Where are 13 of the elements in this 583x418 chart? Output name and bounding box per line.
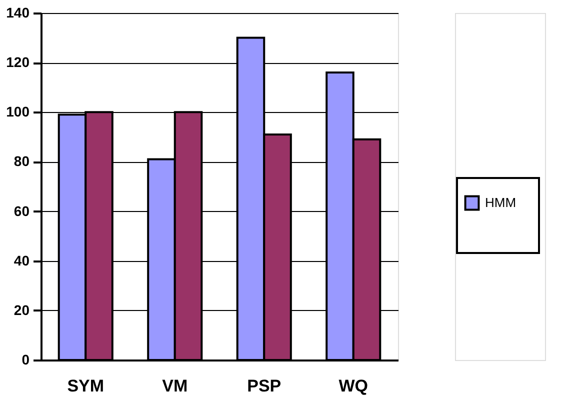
y-tick-label: 20 — [14, 302, 30, 318]
y-tick-label: 120 — [6, 54, 30, 70]
y-tick-label: 140 — [6, 4, 30, 20]
x-tick-label: WQ — [338, 376, 368, 396]
y-tick-label: 100 — [6, 104, 30, 120]
x-tick-label: PSP — [247, 376, 282, 396]
y-tick-label: 80 — [14, 153, 30, 170]
x-tick-label: SYM — [67, 376, 104, 396]
legend-label: HMM — [485, 195, 516, 210]
y-tick-label: 40 — [14, 252, 30, 268]
y-tick-label: 0 — [22, 352, 30, 368]
y-tick-label: 60 — [14, 202, 30, 219]
x-tick-label: VM — [162, 376, 188, 396]
